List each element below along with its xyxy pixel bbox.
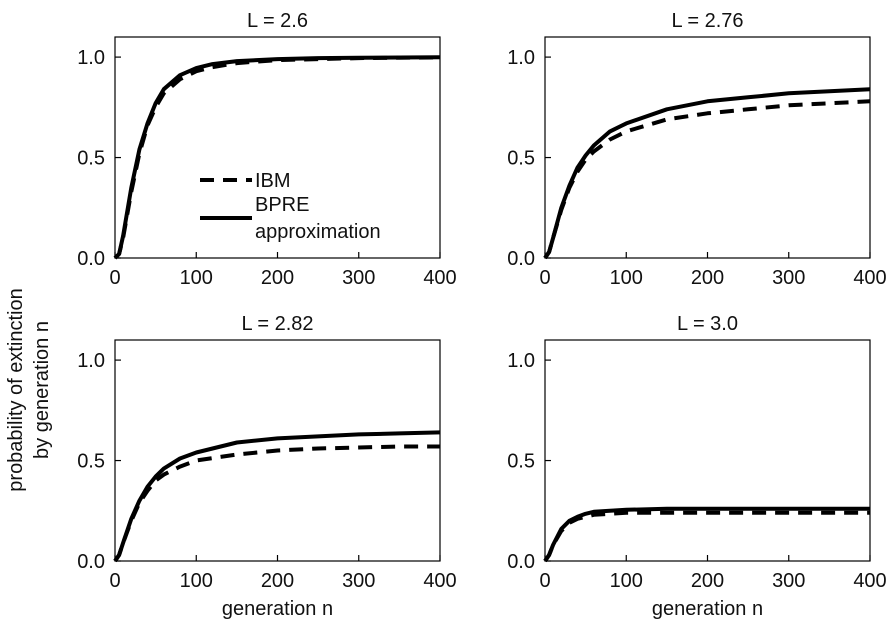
panel-title: L = 3.0 bbox=[677, 313, 738, 335]
x-tick-label: 300 bbox=[342, 570, 375, 592]
y-tick-label: 0.0 bbox=[77, 248, 105, 270]
series-line-ibm bbox=[543, 99, 871, 260]
plot-frame bbox=[544, 339, 871, 562]
y-tick-label: 0.0 bbox=[507, 248, 535, 270]
y-tick-label: 0.5 bbox=[507, 148, 535, 170]
x-tick-label: 400 bbox=[423, 570, 456, 592]
x-tick-label: 300 bbox=[772, 267, 805, 289]
series-line-ibm bbox=[543, 510, 870, 563]
x-tick-label: 0 bbox=[109, 570, 120, 592]
x-axis-title: generation n bbox=[222, 598, 333, 620]
x-tick-label: 200 bbox=[261, 267, 294, 289]
panel-title: L = 2.6 bbox=[247, 10, 308, 32]
y-axis-title: probability of extinction by generation … bbox=[5, 288, 53, 491]
series-line-bpre bbox=[113, 55, 441, 260]
y-tick-label: 1.0 bbox=[77, 47, 105, 69]
legend-label-bpre-cont: approximation bbox=[255, 221, 381, 243]
x-tick-label: 200 bbox=[691, 267, 724, 289]
x-tick-label: 400 bbox=[853, 570, 886, 592]
x-tick-label: 200 bbox=[691, 570, 724, 592]
chart-panel-3: L = 2.82 0 100 200 300 400 0.0 0.5 1.0 generation… bbox=[77, 313, 457, 620]
legend-label-ibm: IBM bbox=[255, 170, 291, 192]
plot-frame bbox=[114, 339, 441, 562]
x-tick-label: 100 bbox=[180, 570, 213, 592]
x-tick-label: 100 bbox=[610, 570, 643, 592]
x-tick-label: 400 bbox=[423, 267, 456, 289]
x-tick-label: 0 bbox=[539, 570, 550, 592]
x-tick-label: 0 bbox=[109, 267, 120, 289]
x-tick-label: 400 bbox=[853, 267, 886, 289]
panel-title: L = 2.82 bbox=[241, 313, 313, 335]
x-axis-title: generation n bbox=[652, 598, 763, 620]
series-line-bpre bbox=[543, 87, 871, 260]
panel-title: L = 2.76 bbox=[671, 10, 743, 32]
plot-frame bbox=[544, 36, 871, 259]
plot-frame bbox=[114, 36, 441, 259]
x-tick-label: 300 bbox=[342, 267, 375, 289]
chart-panel-4: L = 3.0 0 100 200 300 400 0.0 0.5 1.0 generation … bbox=[507, 313, 887, 620]
y-axis-title-line-1: probability of extinction bbox=[5, 288, 27, 491]
x-tick-label: 200 bbox=[261, 570, 294, 592]
y-tick-label: 1.0 bbox=[507, 47, 535, 69]
y-tick-label: 0.5 bbox=[77, 148, 105, 170]
y-axis-title-line-2: by generation n bbox=[31, 321, 53, 459]
legend-label-bpre: BPRE bbox=[255, 194, 309, 216]
y-tick-label: 0.0 bbox=[77, 551, 105, 573]
x-tick-label: 100 bbox=[180, 267, 213, 289]
series-line-bpre bbox=[113, 430, 441, 563]
y-tick-label: 0.0 bbox=[507, 551, 535, 573]
y-tick-label: 0.5 bbox=[77, 451, 105, 473]
y-tick-label: 1.0 bbox=[507, 350, 535, 372]
series-line-ibm bbox=[113, 444, 440, 563]
y-tick-label: 0.5 bbox=[507, 451, 535, 473]
x-tick-label: 0 bbox=[539, 267, 550, 289]
x-tick-label: 100 bbox=[610, 267, 643, 289]
y-tick-label: 1.0 bbox=[77, 350, 105, 372]
x-tick-label: 300 bbox=[772, 570, 805, 592]
chart-panel-2: L = 2.76 0 100 200 300 400 0.0 0.5 1.0 bbox=[507, 10, 887, 289]
series-line-bpre bbox=[543, 506, 870, 563]
